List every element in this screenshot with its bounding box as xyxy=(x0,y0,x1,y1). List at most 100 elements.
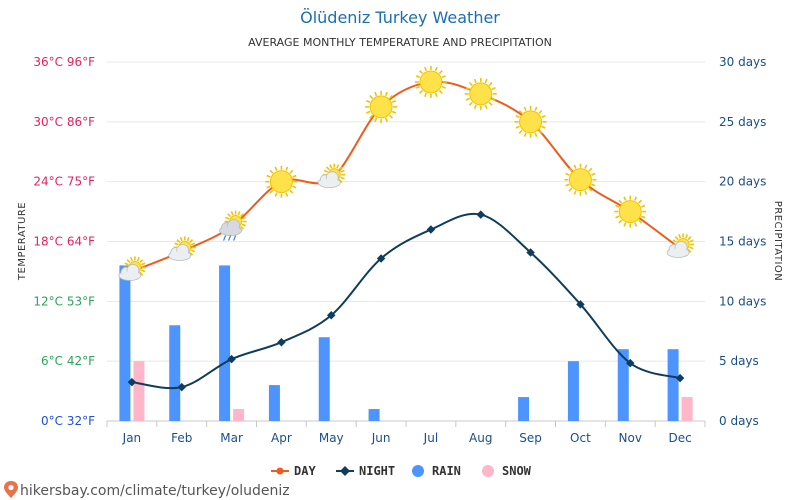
sun-ray xyxy=(584,190,588,195)
sun-ray xyxy=(241,223,247,227)
night-point xyxy=(127,377,137,387)
chart-subtitle: AVERAGE MONTHLY TEMPERATURE AND PRECIPIT… xyxy=(248,36,552,49)
sun-ray xyxy=(515,125,520,129)
temperature-tick-label: 6°C 42°F xyxy=(41,354,95,368)
sun-ray xyxy=(541,125,546,129)
sun-ray xyxy=(515,114,520,118)
legend-rain[interactable]: RAIN xyxy=(412,464,461,478)
sun-ray xyxy=(225,216,230,220)
sun-ray xyxy=(434,66,438,72)
sun-ray xyxy=(623,196,627,201)
rain-bar xyxy=(268,385,280,421)
sun-ray xyxy=(174,242,179,246)
sun-icon xyxy=(414,65,447,98)
rain-bar xyxy=(617,349,629,421)
sun-icon xyxy=(514,105,547,138)
sun-ray xyxy=(678,234,682,239)
partly-cloudy-icon xyxy=(168,236,196,261)
legend-night-marker xyxy=(340,466,350,476)
sun-ray xyxy=(336,164,340,169)
month-label: Jun xyxy=(371,431,391,445)
sun-ray xyxy=(488,101,493,106)
sun-ray xyxy=(591,183,596,187)
temperature-tick-label: 12°C 53°F xyxy=(33,294,95,308)
rain-cloud-icon xyxy=(219,210,247,241)
sun-ray xyxy=(369,114,374,119)
sun-ray xyxy=(434,92,438,98)
legend-snow-label: SNOW xyxy=(502,464,532,478)
night-point xyxy=(227,354,236,364)
precipitation-tick-label: 30 days xyxy=(719,55,766,69)
sun-ray xyxy=(274,166,278,171)
sun-ray xyxy=(285,192,289,197)
snow-bar xyxy=(233,409,245,421)
legend-rain-label: RAIN xyxy=(432,464,461,478)
sun-icon xyxy=(464,77,497,110)
legend-snow[interactable]: SNOW xyxy=(482,464,532,478)
sun-ray xyxy=(465,87,470,91)
legend-snow-marker xyxy=(482,465,494,477)
sun-ray xyxy=(415,75,421,79)
sun-icon xyxy=(614,195,647,228)
sun-ray xyxy=(190,242,196,246)
sun-ray xyxy=(325,166,330,171)
sun-ray xyxy=(292,185,297,189)
sun-ray xyxy=(419,89,423,94)
month-label: Nov xyxy=(619,431,642,445)
month-label: Feb xyxy=(171,431,192,445)
night-point xyxy=(626,358,635,368)
month-label: Oct xyxy=(570,431,591,445)
temperature-axis-label: TEMPERATURE xyxy=(17,202,28,281)
sun-ray xyxy=(241,216,247,220)
sun-ray xyxy=(534,106,538,112)
temperature-lines xyxy=(127,80,685,392)
night-point xyxy=(476,210,485,219)
sun-ray xyxy=(239,225,244,230)
sun-ray xyxy=(365,110,371,114)
sun-ray xyxy=(269,169,274,174)
temperature-tick-label: 30°C 86°F xyxy=(33,115,95,129)
sun-icon xyxy=(265,165,298,198)
sun-ray xyxy=(441,85,447,89)
sun-disc xyxy=(269,170,293,194)
sun-ray xyxy=(266,185,271,189)
sun-ray xyxy=(340,169,345,173)
sun-ray xyxy=(176,239,181,244)
sun-ray xyxy=(374,91,378,97)
sun-ray xyxy=(538,129,543,134)
sun-ray xyxy=(415,85,421,89)
partly-cloudy-icon xyxy=(118,256,146,281)
sun-ray xyxy=(538,109,543,114)
month-label: Sep xyxy=(519,431,542,445)
legend-night[interactable]: NIGHT xyxy=(336,464,395,478)
precipitation-tick-label: 0 days xyxy=(719,414,759,428)
sun-ray xyxy=(488,82,493,86)
sun-ray xyxy=(391,100,397,104)
credit-link[interactable]: hikersbay.com/climate/turkey/oludeniz xyxy=(4,481,290,499)
sun-ray xyxy=(584,164,588,169)
rain-bar xyxy=(518,397,530,421)
cloud-part xyxy=(169,251,190,260)
precipitation-tick-label: 15 days xyxy=(719,235,766,249)
night-point xyxy=(576,300,585,309)
sun-ray xyxy=(186,237,190,242)
sun-ray xyxy=(523,132,527,137)
legend-day[interactable]: DAY xyxy=(271,464,316,478)
sun-ray xyxy=(634,196,638,201)
night-point xyxy=(277,337,286,347)
sun-ray xyxy=(615,204,620,208)
sun-ray xyxy=(468,101,473,106)
cloud-part xyxy=(668,248,689,257)
sun-ray xyxy=(289,189,294,194)
sun-ray xyxy=(190,249,196,253)
sun-ray xyxy=(565,172,570,176)
sun-ray xyxy=(465,97,470,101)
sun-ray xyxy=(541,114,546,118)
sun-disc xyxy=(419,70,443,94)
month-label: Aug xyxy=(469,431,492,445)
sun-ray xyxy=(338,166,343,171)
chart-title: Ölüdeniz Turkey Weather xyxy=(300,8,500,27)
sun-ray xyxy=(473,104,477,109)
sun-ray xyxy=(136,256,140,262)
snow-bar xyxy=(681,397,693,421)
